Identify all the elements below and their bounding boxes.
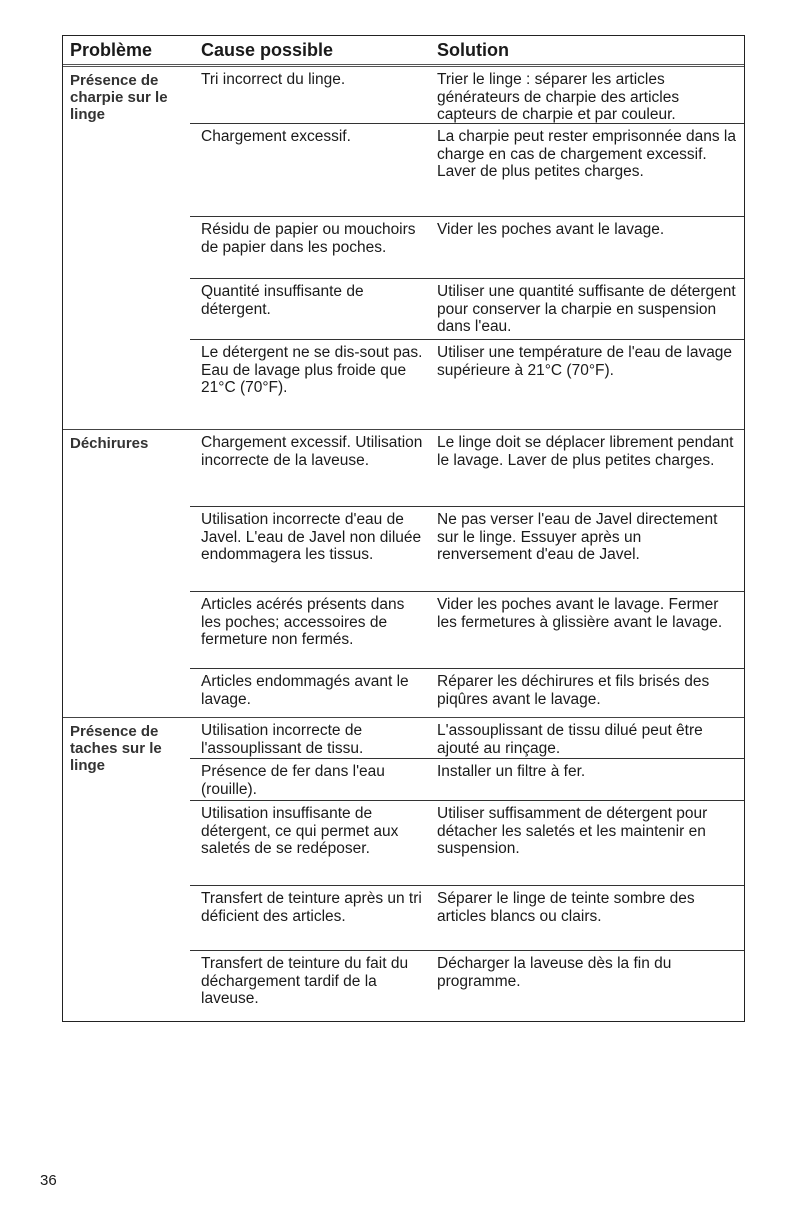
table-row: Transfert de teinture du fait du décharg… [190, 951, 744, 1021]
solution-cell: Décharger la laveuse dès la fin du progr… [437, 955, 672, 990]
page-number: 36 [40, 1172, 57, 1189]
header-solution: Solution [437, 40, 509, 60]
cause-cell: Utilisation insuffisante de détergent, c… [201, 805, 399, 857]
solution-cell: Utiliser suffisamment de détergent pour … [437, 805, 708, 857]
problem-group: Présence de taches sur le linge Utilisati… [63, 718, 744, 1021]
solution-cell: Le linge doit se déplacer librement pend… [437, 434, 734, 469]
table-row: Présence de fer dans l'eau (rouille). Ins… [190, 759, 744, 801]
cause-cell: Quantité insuffisante de détergent. [201, 283, 364, 318]
table-row: Utilisation incorrecte d'eau de Javel. L… [190, 507, 744, 592]
table-row: Articles acérés présents dans les poches… [190, 592, 744, 669]
cause-cell: Articles endommagés avant le lavage. [201, 673, 409, 708]
cause-cell: Chargement excessif. Utilisation incorre… [201, 434, 423, 469]
header-cause: Cause possible [201, 40, 334, 60]
solution-cell: L'assouplissant de tissu dilué peut être… [437, 722, 703, 757]
table-row: Chargement excessif. Utilisation incorre… [190, 430, 744, 507]
problem-group: Déchirures Chargement excessif. Utilisati… [63, 430, 744, 718]
cause-cell: Présence de fer dans l'eau (rouille). [201, 763, 385, 798]
solution-cell: Ne pas verser l'eau de Javel directement… [437, 511, 718, 563]
cause-cell: Utilisation incorrecte d'eau de Javel. L… [201, 511, 422, 563]
table-row: Chargement excessif. La charpie peut rest… [190, 124, 744, 217]
solution-cell: Utiliser une température de l'eau de lav… [437, 344, 733, 379]
solution-cell: Utiliser une quantité suffisante de déte… [437, 283, 736, 335]
cause-cell: Transfert de teinture après un tri défic… [201, 890, 422, 925]
table-row: Articles endommagés avant le lavage. Répa… [190, 669, 744, 717]
table-row: Le détergent ne se dis-sout pas. Eau de … [190, 340, 744, 429]
solution-cell: Séparer le linge de teinte sombre des ar… [437, 890, 695, 925]
table-row: Transfert de teinture après un tri défic… [190, 886, 744, 951]
solution-cell: Trier le linge : séparer les articles gé… [437, 71, 680, 123]
solution-cell: Réparer les déchirures et fils brisés de… [437, 673, 710, 708]
table-row: Utilisation insuffisante de détergent, c… [190, 801, 744, 886]
table-row: Quantité insuffisante de détergent. Utili… [190, 279, 744, 340]
table-row: Résidu de papier ou mouchoirs de papier … [190, 217, 744, 279]
table-row: Tri incorrect du linge. Trier le linge : … [190, 67, 744, 124]
cause-cell: Articles acérés présents dans les poches… [201, 596, 405, 648]
solution-cell: Vider les poches avant le lavage. Fermer… [437, 596, 723, 631]
header-problem: Problème [70, 40, 153, 60]
cause-cell: Chargement excessif. [201, 128, 351, 145]
cause-cell: Le détergent ne se dis-sout pas. Eau de … [201, 344, 423, 396]
troubleshooting-table: Problème Cause possible Solution Présenc… [62, 35, 745, 1022]
problem-label: Présence de charpie sur le linge [70, 72, 168, 123]
cause-cell: Tri incorrect du linge. [201, 71, 346, 88]
cause-cell: Utilisation incorrecte de l'assouplissan… [201, 722, 364, 757]
problem-label: Déchirures [70, 435, 149, 452]
table-header: Problème Cause possible Solution [63, 36, 744, 67]
cause-cell: Résidu de papier ou mouchoirs de papier … [201, 221, 416, 256]
cause-cell: Transfert de teinture du fait du décharg… [201, 955, 409, 1007]
problem-group: Présence de charpie sur le linge Tri inco… [63, 67, 744, 430]
solution-cell: La charpie peut rester emprisonnée dans … [437, 128, 736, 180]
solution-cell: Vider les poches avant le lavage. [437, 221, 665, 238]
solution-cell: Installer un filtre à fer. [437, 763, 586, 780]
table-row: Utilisation incorrecte de l'assouplissan… [190, 718, 744, 759]
problem-label: Présence de taches sur le linge [70, 723, 162, 774]
